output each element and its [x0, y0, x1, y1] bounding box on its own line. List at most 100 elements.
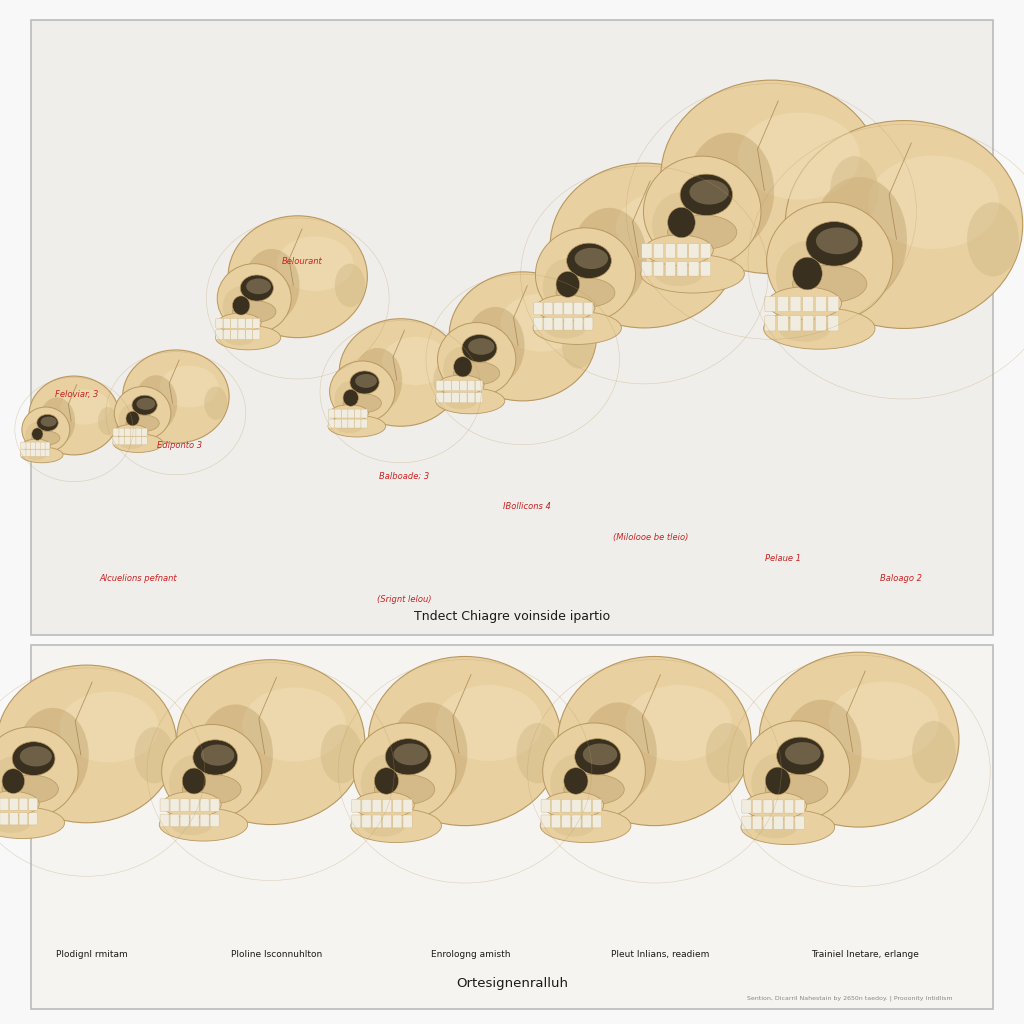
Ellipse shape — [829, 682, 939, 760]
FancyBboxPatch shape — [20, 442, 26, 450]
FancyBboxPatch shape — [170, 814, 179, 826]
FancyBboxPatch shape — [452, 381, 459, 391]
Ellipse shape — [339, 318, 462, 426]
FancyBboxPatch shape — [554, 302, 563, 314]
Ellipse shape — [0, 757, 37, 810]
FancyBboxPatch shape — [351, 800, 360, 812]
Ellipse shape — [393, 743, 428, 765]
Ellipse shape — [744, 793, 807, 819]
Ellipse shape — [967, 202, 1019, 276]
FancyBboxPatch shape — [170, 799, 179, 811]
Ellipse shape — [126, 412, 139, 426]
Ellipse shape — [556, 278, 614, 307]
Text: Plodignl rmitam: Plodignl rmitam — [56, 950, 128, 958]
Ellipse shape — [706, 723, 749, 783]
FancyBboxPatch shape — [815, 315, 826, 331]
FancyBboxPatch shape — [653, 244, 664, 258]
Ellipse shape — [354, 792, 415, 818]
FancyBboxPatch shape — [216, 318, 223, 329]
FancyBboxPatch shape — [700, 261, 711, 276]
FancyBboxPatch shape — [436, 392, 443, 402]
FancyBboxPatch shape — [765, 296, 776, 311]
Ellipse shape — [433, 360, 460, 399]
FancyBboxPatch shape — [795, 816, 805, 829]
Ellipse shape — [353, 723, 456, 819]
FancyBboxPatch shape — [124, 428, 130, 436]
FancyBboxPatch shape — [35, 450, 40, 457]
Ellipse shape — [550, 755, 601, 812]
Ellipse shape — [793, 265, 866, 302]
FancyBboxPatch shape — [216, 330, 223, 340]
FancyBboxPatch shape — [689, 261, 699, 276]
FancyBboxPatch shape — [534, 302, 543, 314]
FancyBboxPatch shape — [774, 800, 783, 813]
Ellipse shape — [752, 754, 805, 813]
FancyBboxPatch shape — [360, 419, 368, 428]
Ellipse shape — [566, 243, 611, 279]
Ellipse shape — [741, 810, 835, 845]
Ellipse shape — [60, 389, 110, 425]
FancyBboxPatch shape — [253, 318, 260, 329]
FancyBboxPatch shape — [31, 20, 993, 635]
Ellipse shape — [652, 193, 711, 258]
FancyBboxPatch shape — [436, 381, 443, 391]
FancyBboxPatch shape — [467, 381, 475, 391]
Ellipse shape — [868, 156, 999, 249]
FancyBboxPatch shape — [582, 815, 592, 827]
Ellipse shape — [806, 221, 862, 266]
Ellipse shape — [134, 727, 174, 783]
Ellipse shape — [571, 208, 647, 307]
FancyBboxPatch shape — [44, 450, 50, 457]
Ellipse shape — [375, 768, 398, 795]
Ellipse shape — [583, 743, 617, 765]
Ellipse shape — [654, 261, 702, 286]
Ellipse shape — [0, 792, 39, 816]
FancyBboxPatch shape — [230, 330, 238, 340]
FancyBboxPatch shape — [351, 815, 360, 827]
Ellipse shape — [335, 264, 366, 307]
Ellipse shape — [501, 294, 582, 351]
FancyBboxPatch shape — [180, 799, 189, 811]
FancyBboxPatch shape — [354, 409, 360, 418]
Ellipse shape — [182, 774, 242, 804]
Ellipse shape — [218, 313, 261, 333]
FancyBboxPatch shape — [238, 318, 245, 329]
Ellipse shape — [12, 741, 55, 775]
Ellipse shape — [437, 323, 516, 396]
FancyBboxPatch shape — [29, 798, 37, 810]
Ellipse shape — [37, 415, 58, 431]
Ellipse shape — [544, 792, 604, 818]
Ellipse shape — [390, 702, 467, 804]
Ellipse shape — [123, 350, 229, 443]
FancyBboxPatch shape — [253, 330, 260, 340]
FancyBboxPatch shape — [777, 296, 788, 311]
Ellipse shape — [680, 174, 732, 216]
FancyBboxPatch shape — [40, 442, 45, 450]
Ellipse shape — [641, 254, 744, 293]
Ellipse shape — [134, 375, 177, 431]
Ellipse shape — [767, 287, 842, 319]
Text: Feloviar, 3: Feloviar, 3 — [55, 390, 98, 398]
FancyBboxPatch shape — [392, 800, 402, 812]
FancyBboxPatch shape — [372, 800, 381, 812]
Ellipse shape — [215, 326, 281, 350]
FancyBboxPatch shape — [403, 800, 413, 812]
Ellipse shape — [443, 346, 482, 391]
FancyBboxPatch shape — [689, 244, 699, 258]
Ellipse shape — [343, 389, 358, 407]
Ellipse shape — [541, 809, 631, 843]
Ellipse shape — [120, 437, 143, 450]
FancyBboxPatch shape — [573, 302, 583, 314]
Ellipse shape — [556, 271, 580, 297]
Ellipse shape — [193, 739, 238, 775]
FancyBboxPatch shape — [551, 800, 560, 812]
FancyBboxPatch shape — [677, 261, 687, 276]
Ellipse shape — [0, 727, 78, 817]
Text: Sention, Dicarril Nahestain by 2650n taedoy. | Prooonity Intidlism: Sention, Dicarril Nahestain by 2650n tae… — [748, 995, 952, 1001]
Ellipse shape — [115, 425, 147, 439]
Ellipse shape — [767, 203, 893, 322]
Ellipse shape — [0, 807, 65, 839]
Ellipse shape — [350, 371, 379, 394]
Ellipse shape — [812, 177, 907, 302]
FancyBboxPatch shape — [784, 816, 794, 829]
